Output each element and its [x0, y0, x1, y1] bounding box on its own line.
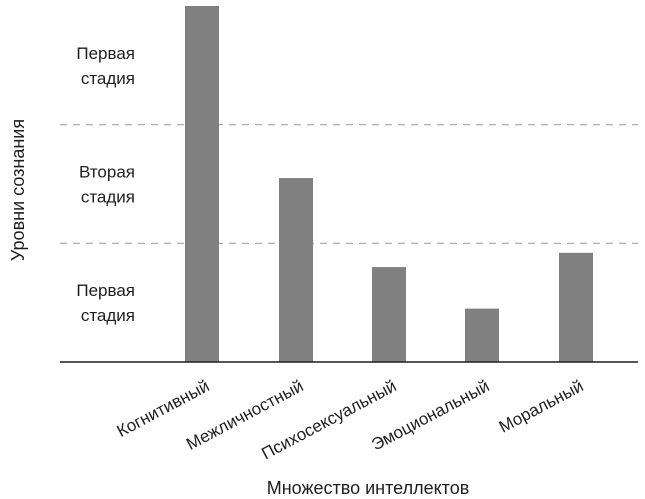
bars: [185, 6, 593, 362]
stage-label-1-line-2: стадия: [81, 69, 135, 88]
stage-dividers: [60, 124, 638, 244]
stage-label-3: Первая стадия: [76, 281, 135, 325]
stage-labels: Первая стадия Вторая стадия Первая стадия: [76, 44, 135, 325]
stage-label-1-line-1: Первая: [76, 44, 135, 63]
stage-label-3-line-1: Первая: [76, 281, 135, 300]
stage-label-2-line-2: стадия: [81, 188, 135, 207]
bar-5: [559, 252, 593, 362]
stage-label-3-line-2: стадия: [81, 306, 135, 325]
bar-4: [465, 308, 499, 362]
bar-2: [279, 178, 313, 362]
y-axis-title: Уровни сознания: [8, 119, 28, 261]
stage-label-2: Вторая стадия: [79, 163, 135, 207]
bar-3: [372, 267, 406, 362]
bar-1: [185, 6, 219, 362]
stage-label-1: Первая стадия: [76, 44, 135, 88]
x-tick-labels: КогнитивныйМежличностныйПсихосексуальный…: [114, 376, 587, 463]
stage-label-2-line-1: Вторая: [79, 163, 135, 182]
x-tick-label-5: Моральный: [496, 376, 587, 436]
x-axis-title: Множество интеллектов: [267, 478, 470, 498]
